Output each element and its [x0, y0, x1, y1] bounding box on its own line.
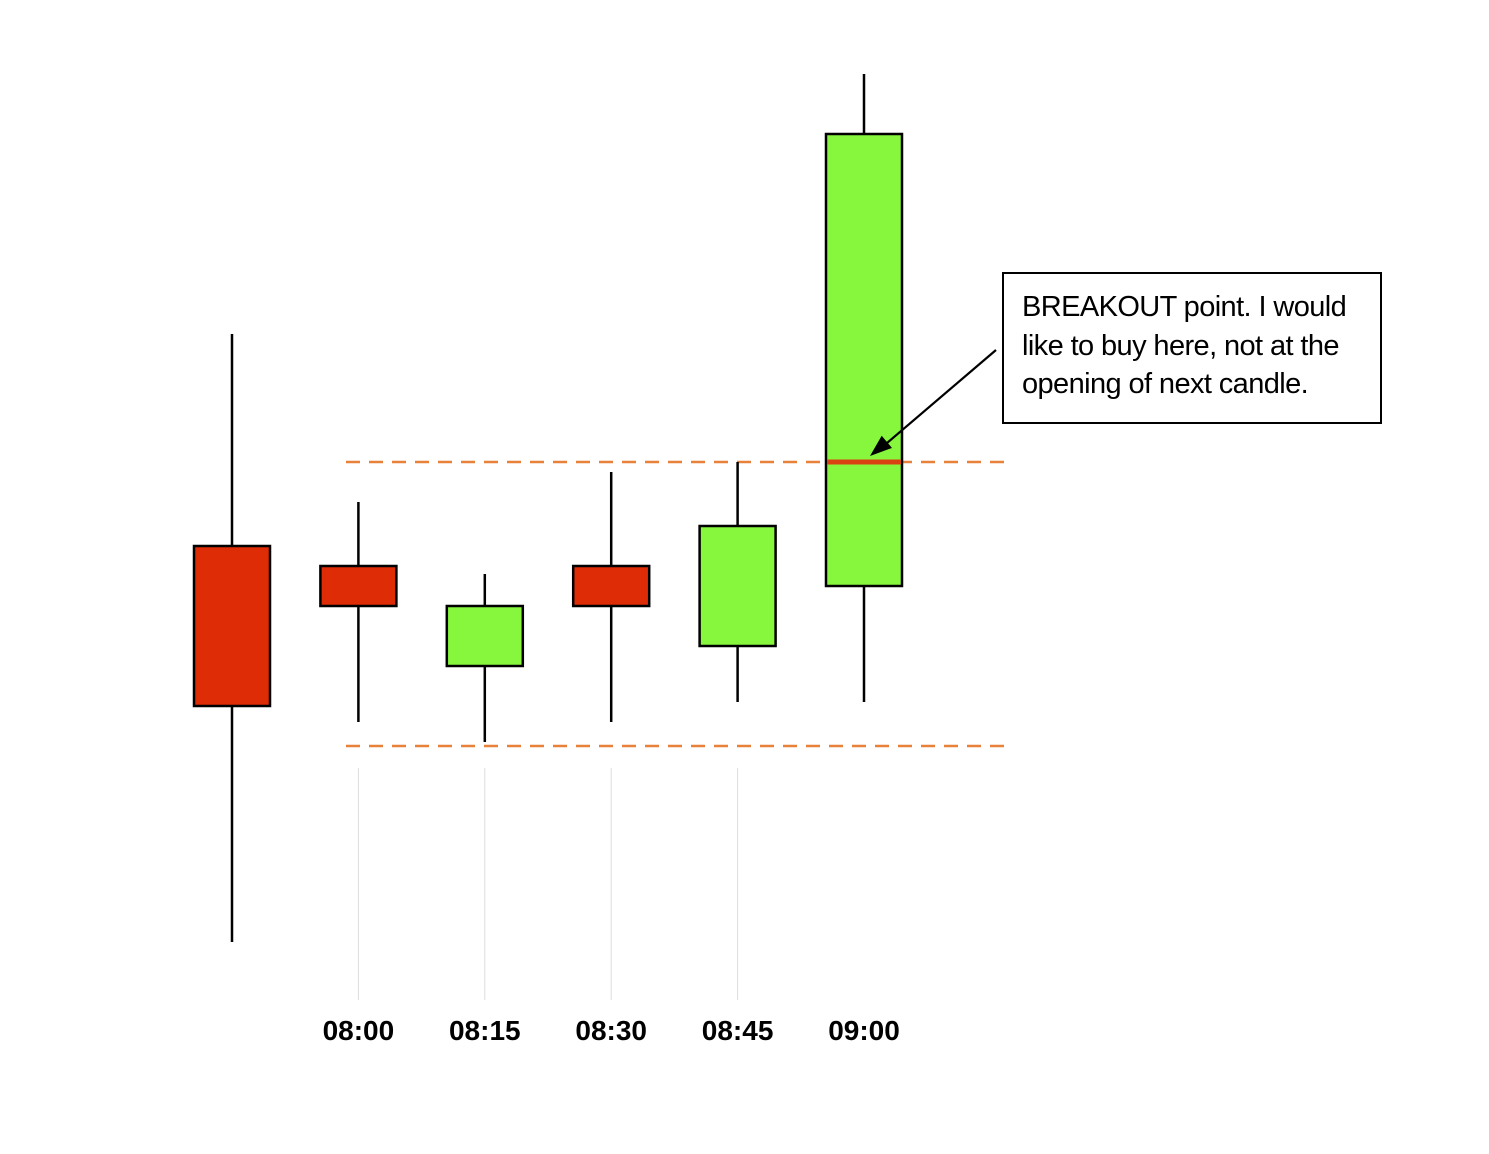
candle-0800	[319, 502, 398, 722]
annotation-line-3: opening of next candle.	[1022, 368, 1309, 400]
x-axis-tick-labels: 08:00 08:15 08:30 08:45 09:00	[323, 1015, 900, 1046]
candle-body	[571, 564, 651, 608]
candle-body	[192, 544, 272, 708]
tick-label-0800: 08:00	[323, 1015, 395, 1046]
annotation-arrow-group	[870, 349, 997, 456]
annotation-arrowhead	[870, 435, 892, 456]
tick-label-0830: 08:30	[575, 1015, 647, 1046]
breakout-annotation-box: BREAKOUT point. I would like to buy here…	[1002, 272, 1382, 424]
candle-body	[698, 524, 777, 648]
candle-body	[824, 132, 904, 588]
candle-body	[319, 564, 398, 608]
price-level-lines	[346, 460, 1005, 748]
candle-body	[445, 604, 525, 668]
candle-0845	[698, 462, 777, 702]
annotation-arrow-line	[879, 349, 997, 450]
annotation-line-2: like to buy here, not at the	[1022, 329, 1340, 362]
candle-0900	[824, 74, 904, 702]
annotation-line-1: BREAKOUT point. I would	[1022, 291, 1347, 323]
tick-label-0900: 09:00	[828, 1015, 900, 1046]
candle-first	[192, 334, 272, 942]
time-guide-lines	[357, 768, 739, 1000]
candle-0830	[571, 472, 651, 722]
tick-label-0815: 08:15	[449, 1015, 521, 1046]
candles	[192, 74, 904, 942]
tick-label-0845: 08:45	[702, 1015, 774, 1046]
candle-0815	[445, 574, 525, 742]
